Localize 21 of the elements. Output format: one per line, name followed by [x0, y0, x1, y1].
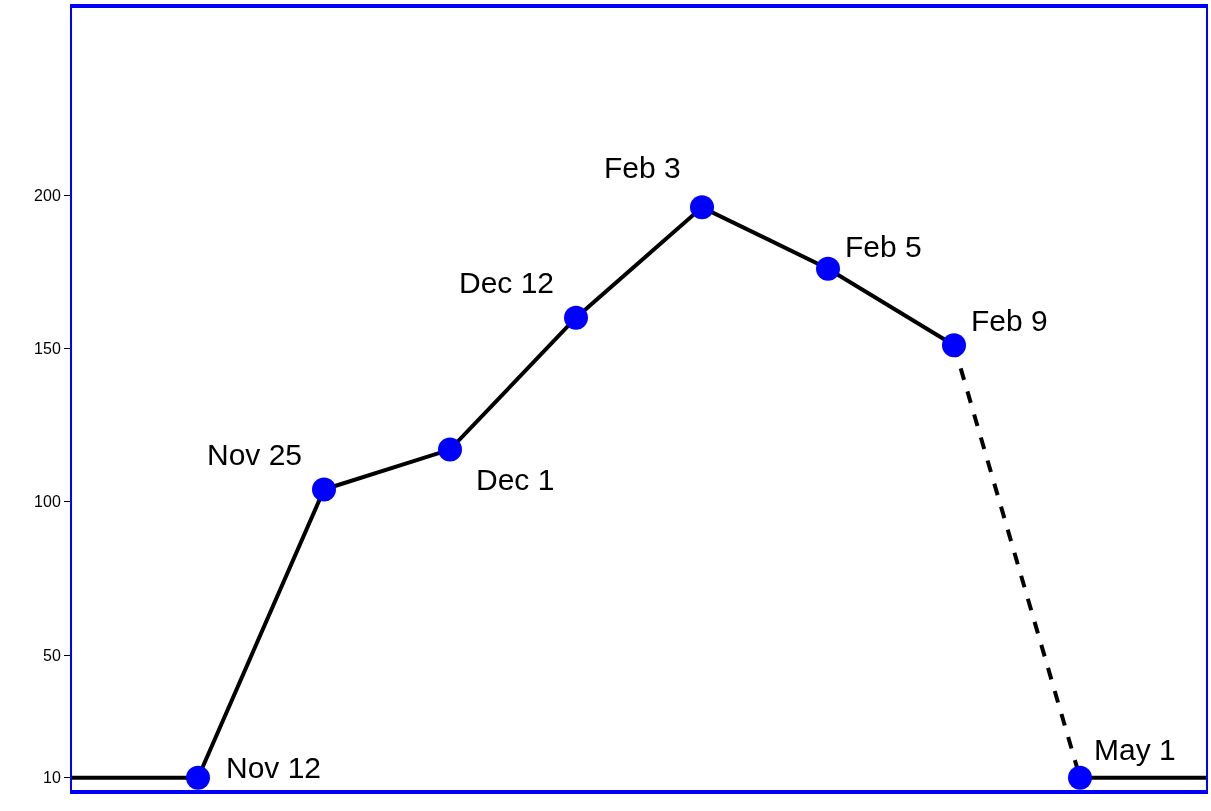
annotation: May 1	[1094, 733, 1176, 766]
y-tick-label: 10	[43, 769, 61, 787]
point	[942, 333, 966, 358]
point	[564, 305, 588, 330]
annotation: Feb 5	[845, 230, 922, 263]
annotation: Nov 25	[207, 438, 303, 471]
point	[186, 765, 210, 790]
point	[438, 437, 462, 462]
y-tick-label: 100	[34, 493, 61, 511]
annotation: Dec 1	[476, 463, 555, 496]
point	[1068, 765, 1092, 790]
annotation: Dec 12	[459, 266, 555, 299]
annotation: Nov 12	[226, 751, 322, 784]
point	[312, 477, 336, 502]
y-tick-label: 200	[34, 186, 61, 204]
annotation: Feb 3	[604, 151, 681, 184]
point	[816, 256, 840, 281]
annotation: Feb 9	[971, 304, 1048, 337]
y-tick-label: 50	[43, 646, 61, 664]
point	[690, 195, 714, 220]
y-tick-label: 150	[34, 340, 61, 357]
